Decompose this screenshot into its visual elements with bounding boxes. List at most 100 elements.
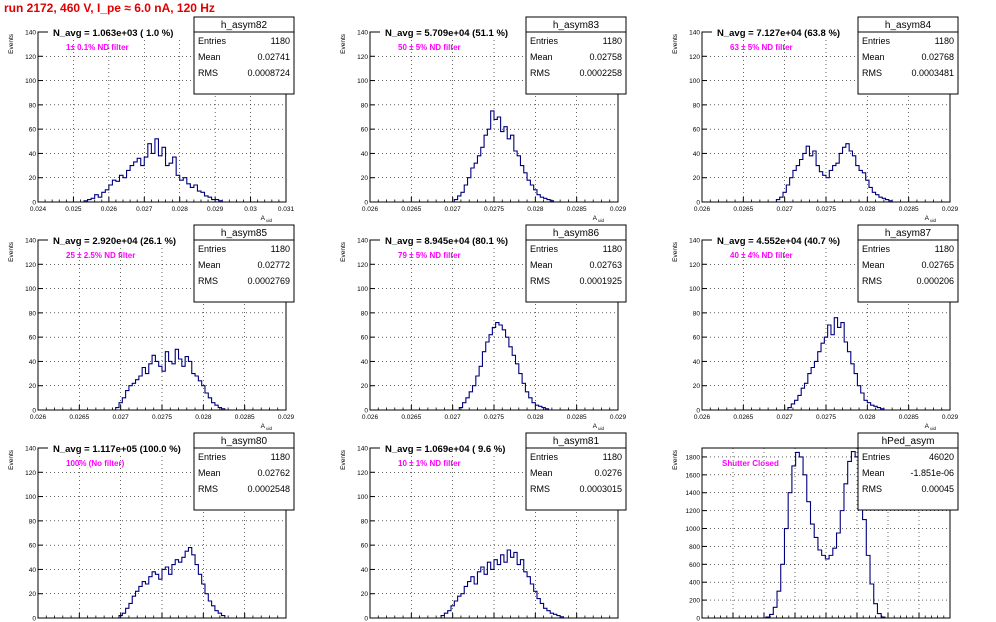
histogram-title: N_avg = 2.920e+04 (26.1 %)	[53, 236, 176, 247]
y-tick-label: 60	[693, 127, 701, 134]
x-tick-label: 0.027	[445, 414, 462, 421]
title-box: N_avg = 5.709e+04 (51.1 %)	[380, 24, 530, 40]
histogram-line	[118, 547, 226, 618]
stats-value: 46020	[929, 452, 954, 462]
stats-box-frame	[857, 16, 959, 95]
y-tick-label: 120	[689, 54, 700, 61]
y-tick-label: 40	[29, 151, 37, 158]
y-tick-label: 20	[361, 175, 369, 182]
x-tick-label: 0.0265	[69, 414, 89, 421]
y-tick-label: 0	[364, 200, 368, 207]
stats-value: 0.0008724	[247, 68, 290, 78]
histogram-line	[115, 348, 226, 410]
x-axis-label: Auid	[593, 423, 605, 431]
filter-annotation: 10 ± 1% ND filter	[398, 459, 461, 468]
stats-box: hPed_asym Entries 46020 Mean -1.851e-06 RMS 0.…	[857, 432, 959, 511]
stats-box: h_asym80 Entries 1180 Mean 0.02762 RMS 0.00025…	[193, 432, 295, 511]
x-tick-label: 0.029	[942, 206, 959, 213]
y-tick-label: 40	[693, 151, 701, 158]
y-axis-label: Events	[672, 449, 679, 470]
stats-box: h_asym87 Entries 1180 Mean 0.02765 RMS 0.00020…	[857, 224, 959, 303]
histogram-title: N_avg = 5.709e+04 (51.1 %)	[385, 28, 508, 39]
y-tick-label: 80	[693, 310, 701, 317]
y-tick-label: 40	[361, 359, 369, 366]
y-tick-label: 120	[357, 470, 368, 477]
x-tick-label: 0.029	[942, 414, 959, 421]
y-tick-label: 20	[29, 175, 37, 182]
y-tick-label: 140	[357, 238, 368, 245]
histogram-line	[440, 549, 564, 618]
y-tick-label: 100	[25, 286, 36, 293]
y-tick-label: 0	[696, 616, 700, 622]
stats-value: 0.0276	[594, 468, 622, 478]
stats-box-frame	[193, 224, 295, 303]
stats-value: 0.02763	[589, 260, 622, 270]
stats-value: 0.00045	[921, 484, 954, 494]
y-tick-label: 100	[689, 78, 700, 85]
stats-label: Mean	[530, 52, 553, 62]
histogram-pad-h_asym81: 0.0260.02650.0270.02750.0280.02850.02902…	[340, 432, 627, 622]
x-tick-label: 0.026	[101, 206, 118, 213]
stats-label: RMS	[530, 276, 550, 286]
x-axis-label: Auid	[593, 215, 605, 223]
y-tick-label: 80	[361, 102, 369, 109]
stats-box: h_asym83 Entries 1180 Mean 0.02758 RMS 0.00022…	[525, 16, 627, 95]
stats-box: h_asym85 Entries 1180 Mean 0.02772 RMS 0.00027…	[193, 224, 295, 303]
stats-value: 0.0002258	[579, 68, 622, 78]
histogram-line	[765, 451, 886, 618]
stats-box-frame	[857, 432, 959, 511]
title-box: N_avg = 1.069e+04 ( 9.6 %)	[380, 440, 530, 456]
histogram-title: N_avg = 7.127e+04 (63.8 %)	[717, 28, 840, 39]
y-tick-label: 80	[693, 102, 701, 109]
y-tick-label: 200	[689, 598, 700, 605]
x-tick-label: 0.028	[859, 414, 876, 421]
x-axis-label: Auid	[925, 215, 937, 223]
stats-box-name: h_asym83	[553, 20, 600, 31]
y-tick-label: 40	[29, 567, 37, 574]
y-tick-label: 140	[689, 238, 700, 245]
stats-value: 0.0001925	[579, 276, 622, 286]
y-tick-label: 120	[25, 470, 36, 477]
y-tick-label: 0	[364, 616, 368, 622]
x-tick-label: 0.0265	[401, 206, 421, 213]
y-tick-label: 140	[25, 446, 36, 453]
stats-value: 0.02741	[257, 52, 290, 62]
y-tick-label: 140	[357, 446, 368, 453]
title-box-bg	[712, 232, 862, 248]
y-tick-label: 100	[357, 78, 368, 85]
stats-label: Entries	[198, 452, 227, 462]
x-tick-label: 0.0265	[733, 206, 753, 213]
histogram-line	[83, 138, 223, 202]
x-tick-label: 0.028	[195, 414, 212, 421]
y-tick-label: 40	[29, 359, 37, 366]
x-tick-label: 0.028	[859, 206, 876, 213]
filter-annotation: 63 ± 5% ND filter	[730, 43, 793, 52]
x-tick-label: 0.027	[777, 206, 794, 213]
histogram-pad-h_asym87: 0.026 0.0265 0.027 0.0275 0.028 0.0285 0.029 0 2…	[672, 224, 959, 431]
title-box-bg	[712, 24, 862, 40]
stats-value: 0.0003481	[911, 68, 954, 78]
x-tick-label: 0.031	[278, 206, 295, 213]
title-box-bg	[380, 24, 530, 40]
x-tick-label: 0.0285	[567, 414, 587, 421]
histogram-pad-h_asym84: 0.026 0.0265 0.027 0.0275 0.028 0.0285 0.029 0 2…	[672, 16, 959, 223]
x-tick-label: 0.0265	[401, 414, 421, 421]
x-tick-label: 0.028	[172, 206, 189, 213]
y-tick-label: 0	[696, 200, 700, 207]
y-tick-label: 20	[29, 383, 37, 390]
y-axis-label: Events	[340, 33, 347, 54]
stats-value: 0.02758	[589, 52, 622, 62]
stats-label: Mean	[198, 468, 221, 478]
stats-box: h_asym86 Entries 1180 Mean 0.02763 RMS 0.00019…	[525, 224, 627, 303]
stats-box: h_asym81 Entries 1180 Mean 0.0276 RMS 0.000301…	[525, 432, 627, 511]
stats-box-name: h_asym82	[221, 20, 268, 31]
filter-annotation: 1± 0.1% ND filter	[66, 43, 129, 52]
stats-label: Mean	[198, 260, 221, 270]
histogram-pad-h_asym86: 0.026 0.0265 0.027 0.0275 0.028 0.0285 0.029 0 2…	[340, 224, 627, 431]
y-tick-label: 1000	[686, 526, 701, 533]
x-tick-label: 0.027	[777, 414, 794, 421]
y-axis-label: Events	[672, 241, 679, 262]
stats-label: Entries	[198, 36, 227, 46]
y-tick-label: 140	[689, 30, 700, 37]
